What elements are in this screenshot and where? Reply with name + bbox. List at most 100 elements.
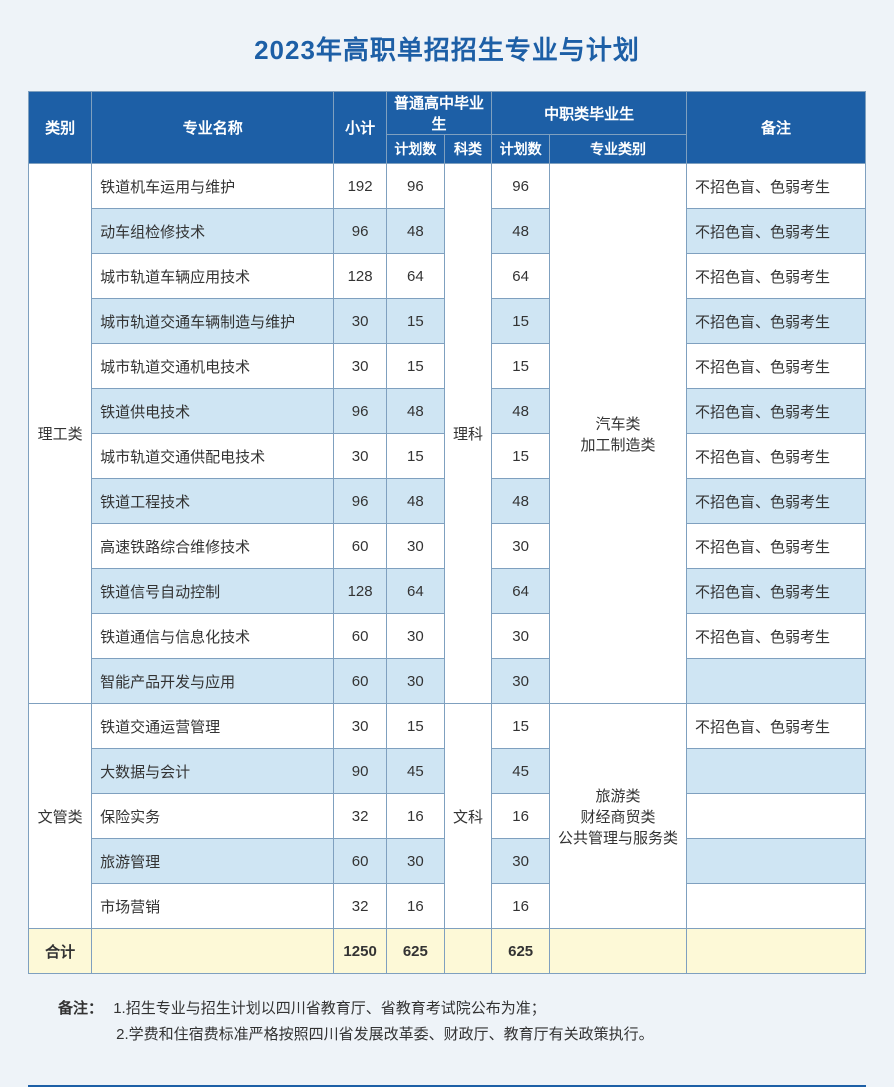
subtotal-cell: 30	[334, 299, 387, 344]
th-voc-type: 专业类别	[550, 135, 687, 164]
category-cell: 文管类	[29, 704, 92, 929]
voc-plan-cell: 16	[492, 794, 550, 839]
remark-cell: 不招色盲、色弱考生	[686, 524, 865, 569]
voc-plan-cell: 16	[492, 884, 550, 929]
voc-plan-cell: 30	[492, 524, 550, 569]
remark-cell: 不招色盲、色弱考生	[686, 614, 865, 659]
subtotal-cell: 30	[334, 704, 387, 749]
remark-cell: 不招色盲、色弱考生	[686, 479, 865, 524]
remarks-label: 备注：	[58, 1000, 103, 1017]
subtotal-cell: 30	[334, 344, 387, 389]
subtotal-cell: 32	[334, 794, 387, 839]
th-remark: 备注	[686, 92, 865, 164]
hs-plan-cell: 30	[386, 524, 444, 569]
hs-plan-cell: 96	[386, 164, 444, 209]
hs-plan-cell: 48	[386, 479, 444, 524]
total-cell	[92, 929, 334, 974]
remark-cell	[686, 794, 865, 839]
voc-plan-cell: 48	[492, 389, 550, 434]
hs-plan-cell: 30	[386, 659, 444, 704]
hs-plan-cell: 16	[386, 794, 444, 839]
voc-plan-cell: 30	[492, 839, 550, 884]
voc-plan-cell: 45	[492, 749, 550, 794]
total-cell: 625	[492, 929, 550, 974]
th-voc-plan: 计划数	[492, 135, 550, 164]
major-cell: 大数据与会计	[92, 749, 334, 794]
hs-plan-cell: 30	[386, 614, 444, 659]
th-hs-type: 科类	[444, 135, 491, 164]
remark-cell: 不招色盲、色弱考生	[686, 299, 865, 344]
subtotal-cell: 96	[334, 479, 387, 524]
subtotal-cell: 192	[334, 164, 387, 209]
major-cell: 保险实务	[92, 794, 334, 839]
category-cell: 理工类	[29, 164, 92, 704]
total-cell: 1250	[334, 929, 387, 974]
major-cell: 铁道信号自动控制	[92, 569, 334, 614]
major-cell: 铁道通信与信息化技术	[92, 614, 334, 659]
major-cell: 旅游管理	[92, 839, 334, 884]
subtotal-cell: 60	[334, 524, 387, 569]
th-major: 专业名称	[92, 92, 334, 164]
remark-cell	[686, 839, 865, 884]
subtotal-cell: 60	[334, 659, 387, 704]
hs-plan-cell: 64	[386, 254, 444, 299]
voc-plan-cell: 15	[492, 344, 550, 389]
page-title: 2023年高职单招招生专业与计划	[28, 30, 866, 67]
major-cell: 铁道工程技术	[92, 479, 334, 524]
remarks-line1: 1.招生专业与招生计划以四川省教育厅、省教育考试院公布为准；	[113, 1000, 546, 1017]
voc-plan-cell: 15	[492, 704, 550, 749]
remark-cell: 不招色盲、色弱考生	[686, 344, 865, 389]
remarks-block: 备注： 1.招生专业与招生计划以四川省教育厅、省教育考试院公布为准； 2.学费和…	[58, 996, 856, 1047]
hs-plan-cell: 15	[386, 299, 444, 344]
subtotal-cell: 128	[334, 569, 387, 614]
major-cell: 市场营销	[92, 884, 334, 929]
major-cell: 动车组检修技术	[92, 209, 334, 254]
hs-plan-cell: 15	[386, 434, 444, 479]
remark-cell: 不招色盲、色弱考生	[686, 434, 865, 479]
major-cell: 城市轨道交通车辆制造与维护	[92, 299, 334, 344]
th-hs-plan: 计划数	[386, 135, 444, 164]
voc-plan-cell: 15	[492, 299, 550, 344]
voc-plan-cell: 48	[492, 209, 550, 254]
remark-cell: 不招色盲、色弱考生	[686, 254, 865, 299]
remark-cell: 不招色盲、色弱考生	[686, 389, 865, 434]
voc-plan-cell: 64	[492, 254, 550, 299]
major-cell: 智能产品开发与应用	[92, 659, 334, 704]
major-cell: 铁道机车运用与维护	[92, 164, 334, 209]
voc-plan-cell: 15	[492, 434, 550, 479]
th-highschool: 普通高中毕业生	[386, 92, 491, 135]
hs-plan-cell: 16	[386, 884, 444, 929]
remark-cell: 不招色盲、色弱考生	[686, 164, 865, 209]
major-cell: 铁道供电技术	[92, 389, 334, 434]
total-row: 合计1250625625	[29, 929, 866, 974]
total-cell: 625	[386, 929, 444, 974]
subtotal-cell: 96	[334, 209, 387, 254]
major-cell: 城市轨道交通供配电技术	[92, 434, 334, 479]
hs-plan-cell: 30	[386, 839, 444, 884]
voc-type-cell: 汽车类 加工制造类	[550, 164, 687, 704]
voc-plan-cell: 30	[492, 659, 550, 704]
hs-type-cell: 文科	[444, 704, 491, 929]
voc-plan-cell: 96	[492, 164, 550, 209]
hs-plan-cell: 45	[386, 749, 444, 794]
remark-cell	[686, 659, 865, 704]
subtotal-cell: 32	[334, 884, 387, 929]
th-vocational: 中职类毕业生	[492, 92, 687, 135]
voc-plan-cell: 48	[492, 479, 550, 524]
remark-cell: 不招色盲、色弱考生	[686, 704, 865, 749]
voc-type-cell: 旅游类 财经商贸类 公共管理与服务类	[550, 704, 687, 929]
subtotal-cell: 90	[334, 749, 387, 794]
hs-plan-cell: 15	[386, 704, 444, 749]
hs-plan-cell: 64	[386, 569, 444, 614]
remarks-line2: 2.学费和住宿费标准严格按照四川省发展改革委、财政厅、教育厅有关政策执行。	[116, 1026, 654, 1043]
th-category: 类别	[29, 92, 92, 164]
voc-plan-cell: 30	[492, 614, 550, 659]
remark-cell	[686, 749, 865, 794]
major-cell: 高速铁路综合维修技术	[92, 524, 334, 569]
total-cell	[550, 929, 687, 974]
remark-cell: 不招色盲、色弱考生	[686, 209, 865, 254]
total-cell	[686, 929, 865, 974]
th-subtotal: 小计	[334, 92, 387, 164]
remark-cell: 不招色盲、色弱考生	[686, 569, 865, 614]
voc-plan-cell: 64	[492, 569, 550, 614]
